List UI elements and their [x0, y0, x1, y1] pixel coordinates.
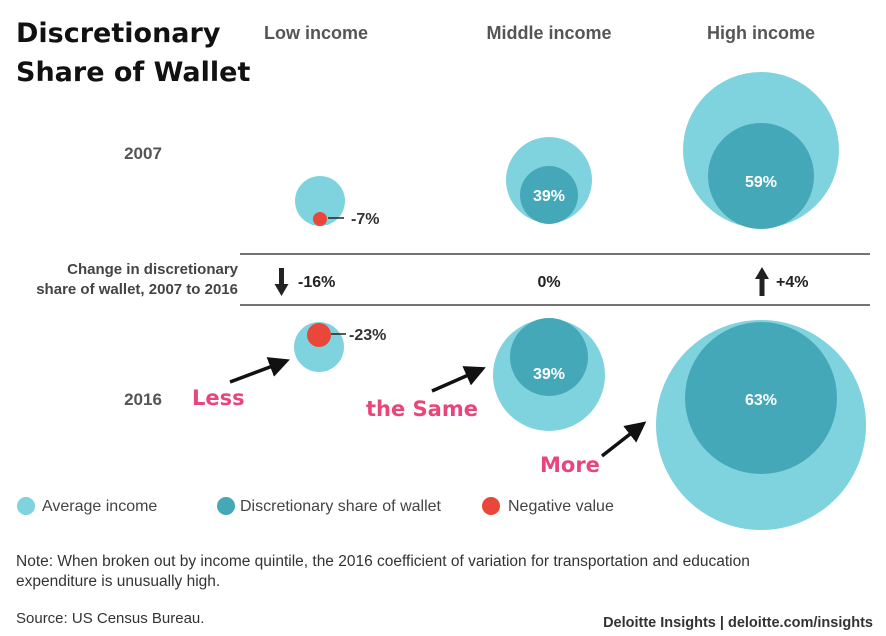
down-arrow-icon: [274, 268, 289, 296]
chart-title-line-2: Share of Wallet: [16, 57, 250, 88]
bubble-low-2016: -23%: [294, 322, 386, 372]
inner-circle-middle-2016: [510, 318, 588, 396]
change-value-low-income: -16%: [298, 274, 335, 291]
bubble-high-2016: 63%: [656, 320, 866, 530]
callout-arrow-less: [229, 357, 290, 384]
note-line-2: expenditure is unusually high.: [16, 573, 220, 590]
legend-label-discretionary-share: Discretionary share of wallet: [240, 498, 442, 515]
legend-label-average-income: Average income: [42, 498, 157, 515]
bubble-middle-2007: 39%: [506, 137, 592, 224]
legend-label-negative-value: Negative value: [508, 498, 614, 515]
share-label-middle-2007: 39%: [533, 188, 565, 205]
bubble-middle-2016: 39%: [493, 318, 605, 431]
legend-swatch-discretionary-share: [217, 497, 235, 515]
bubble-low-2007: -7%: [295, 176, 379, 228]
column-header-middle-income: Middle income: [486, 23, 611, 43]
bubble-high-2007: 59%: [683, 72, 839, 229]
negative-dot-low-2016: [307, 323, 331, 347]
outer-circle-low-2007: [295, 176, 345, 226]
column-header-high-income: High income: [707, 23, 815, 43]
change-label-line-2: share of wallet, 2007 to 2016: [36, 281, 238, 298]
deloitte-insights-brand: Deloitte Insights | deloitte.com/insight…: [603, 615, 873, 631]
chart-title-line-1: Discretionary: [16, 18, 221, 49]
change-value-middle-income: 0%: [537, 274, 560, 291]
legend: Average income Discretionary share of wa…: [17, 497, 614, 515]
share-label-high-2007: 59%: [745, 174, 777, 191]
share-label-high-2016: 63%: [745, 392, 777, 409]
inner-circle-high-2007: [708, 123, 814, 229]
callout-less: Less: [192, 386, 245, 410]
up-arrow-icon: [755, 267, 769, 296]
callout-arrow-same: [431, 366, 486, 393]
share-label-low-2016: -23%: [349, 327, 386, 344]
callout-the-same: the Same: [366, 397, 478, 421]
negative-dot-low-2007: [313, 212, 327, 226]
row-label-2016: 2016: [124, 390, 162, 409]
source-text: Source: US Census Bureau.: [16, 610, 204, 627]
column-header-low-income: Low income: [264, 23, 368, 43]
row-label-2007: 2007: [124, 144, 162, 163]
legend-swatch-average-income: [17, 497, 35, 515]
legend-swatch-negative-value: [482, 497, 500, 515]
inner-circle-high-2016: [685, 322, 837, 474]
note-line-1: Note: When broken out by income quintile…: [16, 553, 750, 570]
share-label-low-2007: -7%: [351, 211, 379, 228]
share-label-middle-2016: 39%: [533, 366, 565, 383]
inner-circle-middle-2007: [520, 166, 578, 224]
callout-more: More: [540, 453, 600, 477]
change-label-line-1: Change in discretionary: [67, 261, 239, 278]
callout-arrow-more: [600, 421, 647, 458]
change-value-high-income: +4%: [776, 274, 808, 291]
